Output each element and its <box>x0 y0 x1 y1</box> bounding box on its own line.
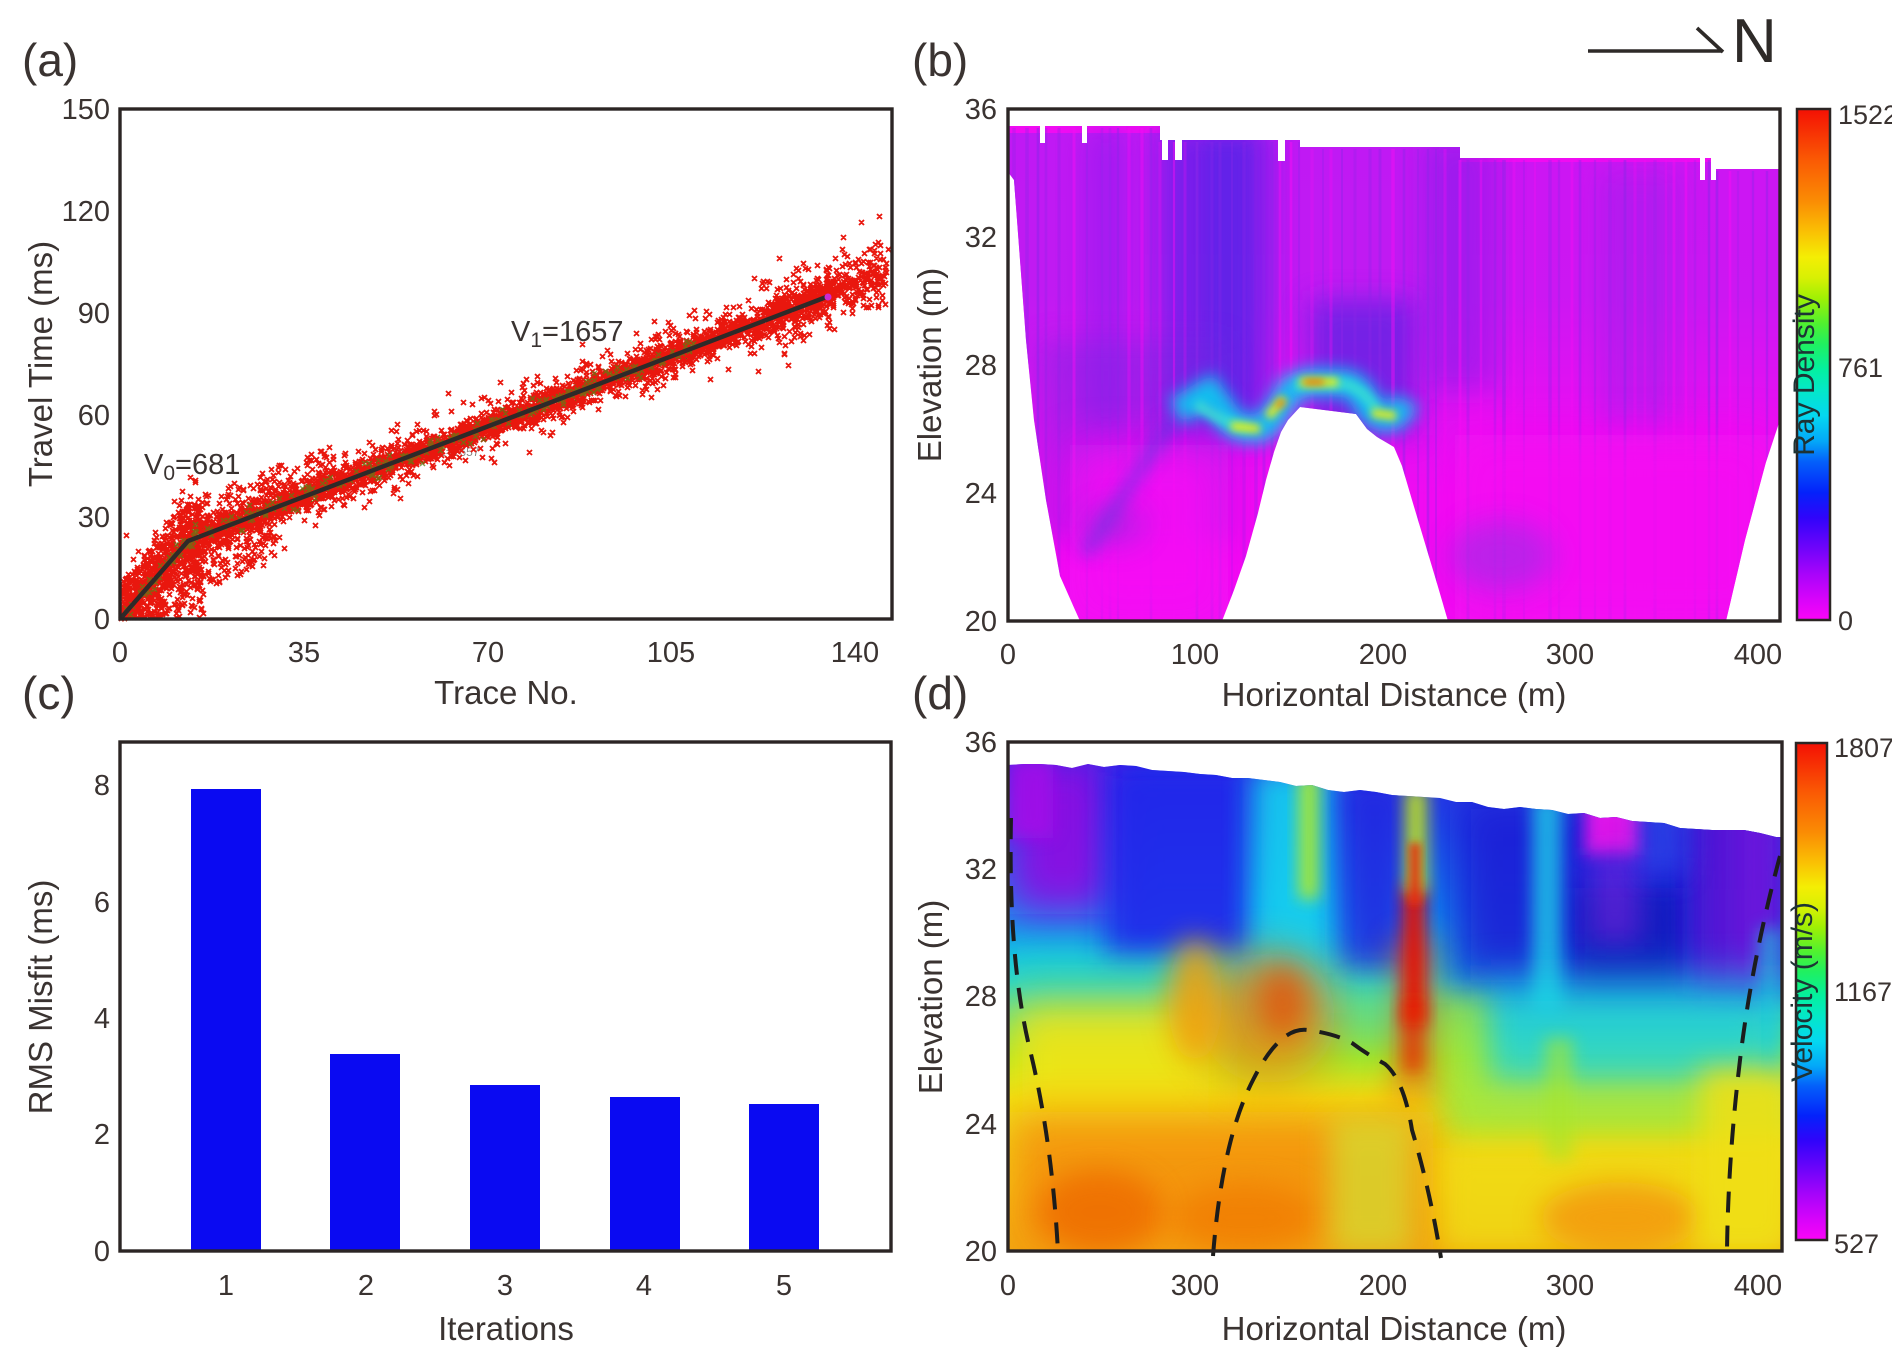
svg-text:120: 120 <box>62 196 110 228</box>
svg-text:105: 105 <box>647 637 695 669</box>
svg-text:1807: 1807 <box>1834 733 1892 763</box>
svg-text:(d): (d) <box>912 667 968 719</box>
svg-text:0: 0 <box>94 1236 110 1268</box>
svg-text:400: 400 <box>1734 639 1782 671</box>
svg-text:90: 90 <box>78 298 110 330</box>
svg-text:150: 150 <box>62 94 110 126</box>
svg-text:0: 0 <box>112 637 128 669</box>
svg-text:(c): (c) <box>22 667 76 719</box>
svg-text:Elevation (m): Elevation (m) <box>912 900 949 1094</box>
svg-text:20: 20 <box>965 1236 997 1268</box>
svg-text:100: 100 <box>1171 639 1219 671</box>
svg-text:V0=681: V0=681 <box>144 449 240 485</box>
svg-text:36: 36 <box>965 94 997 126</box>
svg-text:0: 0 <box>1000 1270 1016 1302</box>
svg-text:70: 70 <box>472 637 504 669</box>
svg-text:0: 0 <box>1000 639 1016 671</box>
svg-text:35: 35 <box>288 637 320 669</box>
svg-text:1167: 1167 <box>1834 977 1892 1007</box>
svg-text:0: 0 <box>1838 606 1853 636</box>
svg-text:300: 300 <box>1171 1270 1219 1302</box>
svg-text:1: 1 <box>218 1270 234 1302</box>
svg-text:200: 200 <box>1359 639 1407 671</box>
svg-text:140: 140 <box>831 637 879 669</box>
svg-text:24: 24 <box>965 1109 997 1141</box>
svg-text:Ray Density: Ray Density <box>1788 294 1821 456</box>
svg-text:4: 4 <box>94 1003 110 1035</box>
svg-text:761: 761 <box>1838 353 1883 383</box>
svg-text:6: 6 <box>94 887 110 919</box>
svg-text:(a): (a) <box>22 34 78 86</box>
svg-text:36: 36 <box>965 727 997 759</box>
svg-text:300: 300 <box>1546 1270 1594 1302</box>
svg-text:300: 300 <box>1546 639 1594 671</box>
svg-text:V1=1657: V1=1657 <box>511 316 623 352</box>
svg-text:Velocity (m/s): Velocity (m/s) <box>1786 902 1819 1082</box>
svg-text:3: 3 <box>497 1270 513 1302</box>
svg-text:2: 2 <box>358 1270 374 1302</box>
svg-text:1522: 1522 <box>1838 100 1892 130</box>
svg-text:60: 60 <box>78 400 110 432</box>
svg-text:24: 24 <box>965 478 997 510</box>
svg-text:0: 0 <box>94 604 110 636</box>
svg-text:28: 28 <box>965 981 997 1013</box>
svg-text:Elevation (m): Elevation (m) <box>911 268 948 462</box>
svg-text:(b): (b) <box>912 34 968 86</box>
svg-text:5: 5 <box>776 1270 792 1302</box>
svg-text:200: 200 <box>1359 1270 1407 1302</box>
svg-text:32: 32 <box>965 222 997 254</box>
svg-text:527: 527 <box>1834 1229 1879 1259</box>
svg-text:20: 20 <box>965 606 997 638</box>
svg-text:400: 400 <box>1734 1270 1782 1302</box>
svg-text:4: 4 <box>636 1270 652 1302</box>
svg-text:2: 2 <box>94 1119 110 1151</box>
svg-text:Horizontal Distance (m): Horizontal Distance (m) <box>1222 676 1567 713</box>
svg-text:N: N <box>1732 7 1777 76</box>
svg-text:30: 30 <box>78 502 110 534</box>
svg-text:Horizontal Distance (m): Horizontal Distance (m) <box>1222 1310 1567 1347</box>
svg-text:32: 32 <box>965 854 997 886</box>
svg-text:Travel Time (ms): Travel Time (ms) <box>22 241 59 487</box>
svg-text:Iterations: Iterations <box>438 1310 574 1347</box>
svg-text:28: 28 <box>965 350 997 382</box>
svg-text:Trace No.: Trace No. <box>434 674 578 711</box>
svg-text:8: 8 <box>94 770 110 802</box>
svg-text:RMS Misfit (ms): RMS Misfit (ms) <box>22 880 59 1115</box>
